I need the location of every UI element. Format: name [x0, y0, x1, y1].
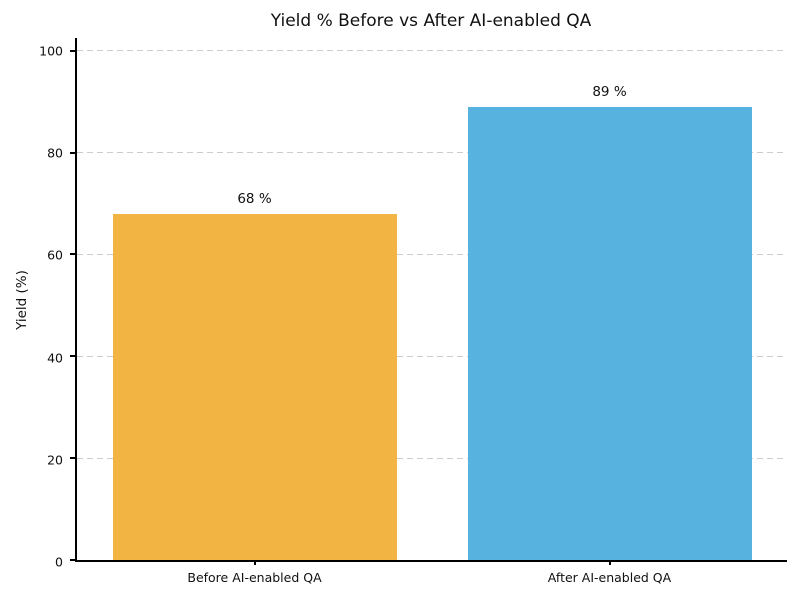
- y-tick-mark-60: [70, 253, 75, 256]
- plot-area: 68 % Before AI-enabled QA 89 % After AI-ena…: [70, 38, 787, 585]
- y-tick-label-40: 40: [47, 350, 63, 366]
- x-tick-label-before: Before AI-enabled QA: [187, 570, 322, 585]
- x-tick-mark-after: [608, 560, 611, 565]
- gridline-y-20: [77, 457, 787, 459]
- gridline-y-60: [77, 253, 787, 255]
- y-tick-mark-100: [70, 49, 75, 52]
- y-tick-mark-40: [70, 355, 75, 358]
- bar-value-label-before: 68 %: [237, 190, 272, 207]
- x-tick-mark-before: [253, 560, 256, 565]
- chart-title: Yield % Before vs After AI-enabled QA: [270, 11, 592, 31]
- y-tick-mark-20: [70, 457, 75, 460]
- y-axis-tick-labels: 0 20 40 60 80 100: [0, 38, 75, 569]
- bar-value-label-after: 89 %: [592, 83, 627, 100]
- y-tick-label-100: 100: [39, 43, 63, 59]
- x-tick-label-after: After AI-enabled QA: [547, 570, 672, 585]
- y-tick-label-0: 0: [55, 554, 63, 570]
- gridline-y-100: [77, 50, 787, 52]
- y-tick-label-60: 60: [47, 247, 63, 263]
- y-tick-label-80: 80: [47, 145, 63, 161]
- y-tick-label-20: 20: [47, 452, 63, 468]
- y-tick-mark-0: [70, 559, 75, 561]
- gridline-y-40: [77, 355, 787, 357]
- gridline-y-80: [77, 152, 787, 154]
- bar-before: [112, 213, 397, 560]
- y-tick-mark-80: [70, 151, 75, 154]
- bar-after: [467, 106, 752, 560]
